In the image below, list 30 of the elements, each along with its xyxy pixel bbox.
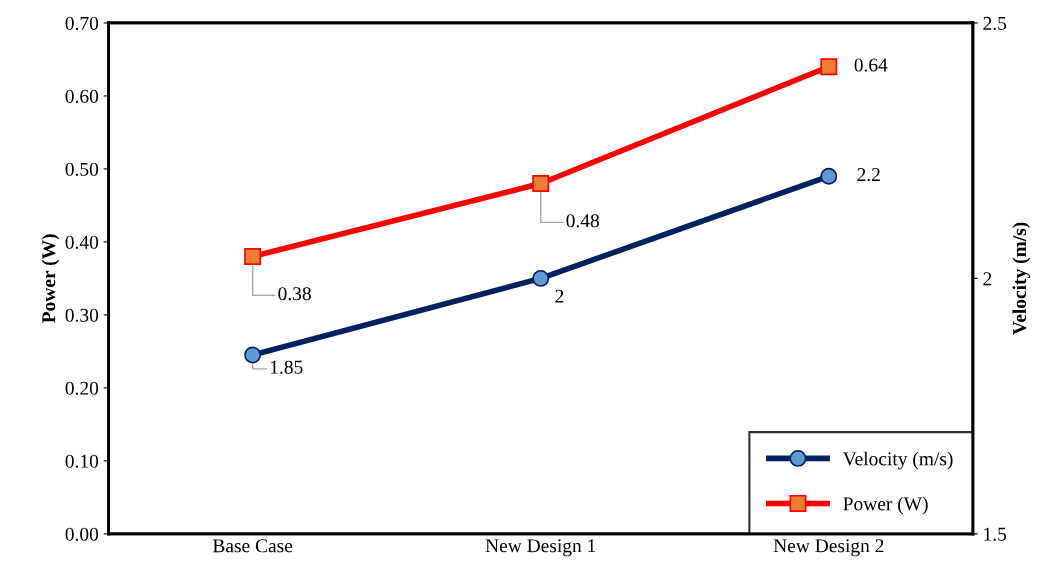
data-label: 0.48 [566,214,599,228]
legend-label: Power (W) [843,496,928,515]
y-tick-label: 0.00 [65,527,99,541]
y-tick-label: 0.60 [65,89,99,103]
data-label: 2 [555,289,564,303]
y-tick-label: 0.40 [65,235,99,249]
y2-tick-label: 1.5 [984,527,1007,541]
y2-tick-label: 2.5 [983,16,1007,30]
x-tick-label: Base Case [212,539,293,553]
x-tick-label: New Design 2 [773,539,884,557]
data-label: 0.38 [278,287,311,301]
y-tick-label: 0.10 [65,454,99,468]
point [244,346,262,364]
point [532,269,550,287]
y2-axis-title: Velocity (m/s) [1012,222,1031,335]
point [532,175,550,192]
point [820,58,838,76]
y-tick-label: 0.50 [65,162,99,176]
point [244,248,262,265]
point [820,167,838,185]
y-tick-label: 0.20 [65,381,99,395]
x-tick-label: New Design 1 [485,539,596,557]
y-axis-title: Power (W) [41,234,60,323]
y-tick-label: 0.70 [65,16,99,30]
data-label: 1.85 [270,360,303,374]
y-tick-label: 0.30 [65,308,99,322]
legend-label: Velocity (m/s) [842,451,953,470]
data-label: 2.2 [857,168,880,182]
y2-tick-label: 2 [983,272,992,286]
data-label: 0.64 [854,58,888,72]
